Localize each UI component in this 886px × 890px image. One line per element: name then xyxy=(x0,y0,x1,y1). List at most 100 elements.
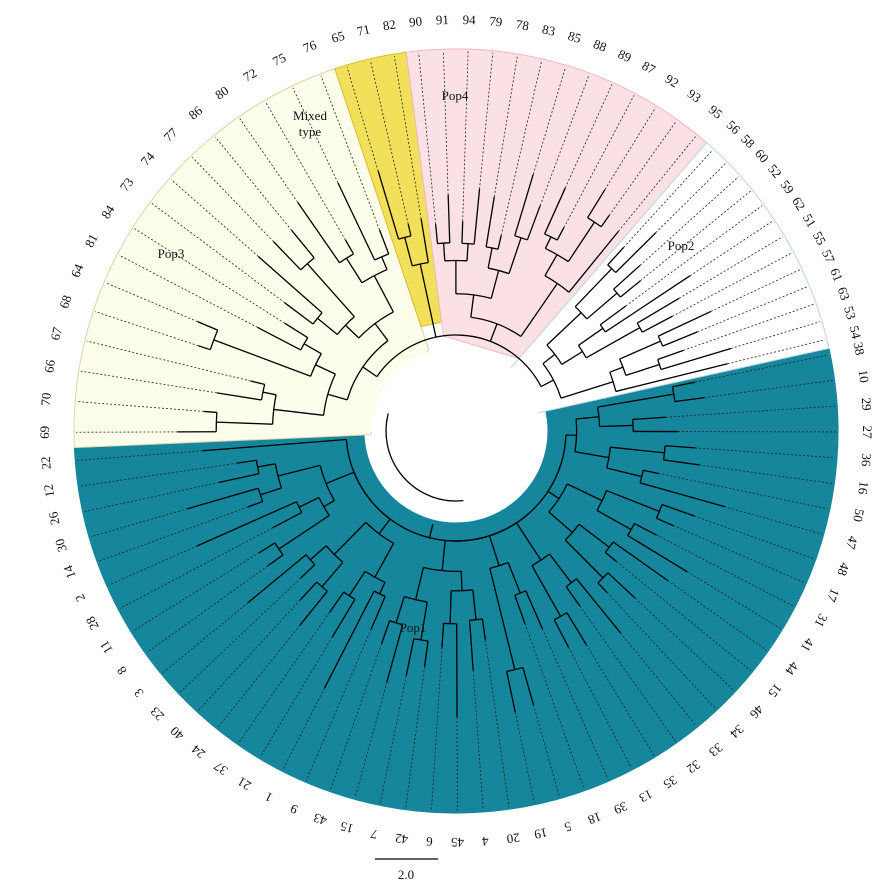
tree-branch xyxy=(297,201,341,264)
tree-branch xyxy=(604,275,691,333)
tree-branch xyxy=(423,640,429,667)
leaf-leader xyxy=(678,236,783,299)
tree-branch xyxy=(596,509,632,531)
leaf-label: 38 xyxy=(851,341,868,357)
leaf-label: 50 xyxy=(850,508,867,524)
leaf-label: 31 xyxy=(812,611,831,629)
leaf-label: 51 xyxy=(800,211,820,230)
tree-branch xyxy=(216,421,273,425)
leaf-label: 9 xyxy=(288,801,300,817)
tree-branch xyxy=(662,331,698,347)
leaf-label: 5 xyxy=(563,819,573,835)
leaf-label: 92 xyxy=(663,71,682,91)
leaf-leader xyxy=(634,597,735,691)
leaf-leader xyxy=(694,515,815,560)
leaf-label: 86 xyxy=(186,102,206,122)
leaf-label: 80 xyxy=(212,83,231,103)
leaf-label: 90 xyxy=(408,13,422,29)
tree-branch xyxy=(472,589,477,620)
leaf-label: 30 xyxy=(52,537,70,554)
tree-branch xyxy=(548,511,573,533)
tree-branch xyxy=(361,268,388,284)
tree-branch xyxy=(381,256,388,270)
leaf-leader xyxy=(146,565,268,653)
leaf-label: 34 xyxy=(727,722,747,742)
leaf-leader xyxy=(623,150,713,248)
leaf-leader xyxy=(699,464,833,484)
group-label-pop3: Pop3 xyxy=(158,246,185,261)
tree-branch xyxy=(566,612,587,646)
leaf-label: 79 xyxy=(489,13,503,29)
center-hole xyxy=(372,347,540,515)
tree-branch xyxy=(606,467,642,478)
tree-branch xyxy=(468,620,474,671)
leaf-label: 40 xyxy=(167,724,187,744)
leaf-label: 65 xyxy=(330,28,347,46)
leaf-label: 72 xyxy=(240,65,259,84)
leaf-label: 33 xyxy=(706,740,726,760)
tree-branch xyxy=(485,196,495,247)
leaf-label: 42 xyxy=(394,831,409,848)
tree-branch xyxy=(531,565,562,617)
tree-branch xyxy=(216,392,262,401)
leaf-leader xyxy=(658,473,829,510)
tree-branch xyxy=(656,517,674,527)
tree-branch xyxy=(437,242,450,245)
leaf-leader xyxy=(198,599,301,711)
tree-branch xyxy=(574,451,610,459)
tree-branch xyxy=(449,590,452,624)
tree-branch xyxy=(632,416,666,421)
leaf-label: 62 xyxy=(789,194,809,213)
tree-branch xyxy=(378,518,391,535)
tree-branch xyxy=(604,551,617,563)
tree-branch xyxy=(339,253,354,264)
tree-branch xyxy=(662,445,666,461)
leaf-label: 15 xyxy=(339,819,356,837)
leaf-leader xyxy=(77,401,204,412)
tree-branch xyxy=(661,503,695,517)
tree-branch xyxy=(428,524,434,538)
tree-branch xyxy=(461,221,464,244)
leaf-leader xyxy=(86,340,251,382)
tree-branch xyxy=(405,638,415,676)
tree-branch xyxy=(333,521,367,555)
leaf-leader xyxy=(704,379,833,399)
tree-branch xyxy=(247,500,263,508)
tree-branch xyxy=(560,381,614,399)
tree-branch xyxy=(196,501,297,547)
leaf-label: 3 xyxy=(131,686,147,701)
leaf-leader xyxy=(214,136,292,231)
tree-branch xyxy=(237,459,257,464)
leaf-label: 63 xyxy=(835,285,853,302)
tree-branch xyxy=(331,598,356,638)
tree-branch xyxy=(441,623,445,648)
tree-branch xyxy=(564,539,604,579)
tree-branch xyxy=(203,410,217,414)
tree-branch xyxy=(486,246,499,250)
tree-branch xyxy=(606,447,612,469)
leaf-leader xyxy=(260,636,333,757)
leaf-leader xyxy=(730,321,821,349)
tree-branch xyxy=(546,344,563,365)
tree-branch xyxy=(187,487,259,510)
tree-branch xyxy=(599,305,627,326)
tree-branch xyxy=(544,236,552,249)
tree-branch xyxy=(565,578,577,588)
leaf-label: 11 xyxy=(96,638,115,657)
leaf-label: 67 xyxy=(47,325,65,342)
tree-branch xyxy=(284,322,309,339)
leaf-label: 14 xyxy=(60,563,79,581)
leaf-label: 43 xyxy=(311,810,328,828)
tree-branch xyxy=(597,406,601,427)
leaf-label: 8 xyxy=(114,664,130,678)
tree-branch xyxy=(514,590,527,596)
tree-branch xyxy=(497,235,502,250)
tree-branch xyxy=(636,322,643,333)
leaf-label: 35 xyxy=(661,773,680,793)
leaf-leader xyxy=(524,623,585,789)
group-label-pop2: Pop2 xyxy=(668,238,695,253)
tree-branch xyxy=(379,582,386,595)
leaf-label: 26 xyxy=(45,510,63,526)
leaf-label: 69 xyxy=(37,426,52,439)
